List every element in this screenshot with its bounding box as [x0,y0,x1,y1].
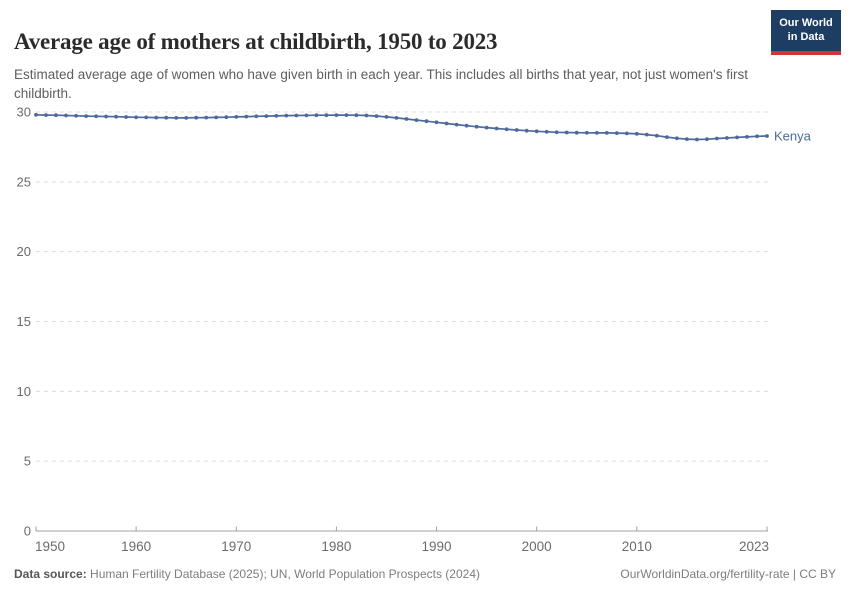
svg-text:2000: 2000 [522,539,552,554]
footer-link[interactable]: OurWorldinData.org/fertility-rate | CC B… [620,567,836,581]
svg-text:2023: 2023 [739,539,769,554]
svg-text:15: 15 [17,314,31,329]
owid-logo-line1: Our World [779,17,833,29]
data-source-label: Data source: [14,567,87,581]
svg-text:10: 10 [17,384,31,399]
svg-text:1980: 1980 [321,539,351,554]
data-source-text: Human Fertility Database (2025); UN, Wor… [86,567,480,581]
svg-text:25: 25 [17,174,31,189]
svg-text:1950: 1950 [35,539,65,554]
owid-logo-line2: in Data [787,30,825,43]
page-title: Average age of mothers at childbirth, 19… [14,29,498,55]
svg-text:1960: 1960 [121,539,151,554]
svg-text:30: 30 [17,105,31,120]
x-axis-labels: 1950 1960 1970 1980 1990 2000 2010 2023 [35,539,769,554]
owid-logo-red-bar [771,50,841,55]
chart-subtitle: Estimated average age of women who have … [14,66,748,102]
svg-text:1990: 1990 [422,539,452,554]
svg-text:5: 5 [24,454,31,469]
series-line-kenya[interactable] [34,112,769,142]
owid-logo-box: Our World in Data [771,10,841,51]
series-label-kenya[interactable]: Kenya [774,129,812,144]
y-axis-labels: 0 5 10 15 20 25 30 [17,105,31,539]
svg-text:20: 20 [17,244,31,259]
data-source-note: Data source: Human Fertility Database (2… [14,567,480,581]
owid-logo[interactable]: Our World in Data [771,10,841,55]
x-axis [35,526,768,532]
gridlines [36,111,768,462]
chart-footer: Data source: Human Fertility Database (2… [14,567,836,581]
svg-text:1970: 1970 [221,539,251,554]
svg-text:0: 0 [24,524,31,539]
svg-text:2010: 2010 [622,539,652,554]
